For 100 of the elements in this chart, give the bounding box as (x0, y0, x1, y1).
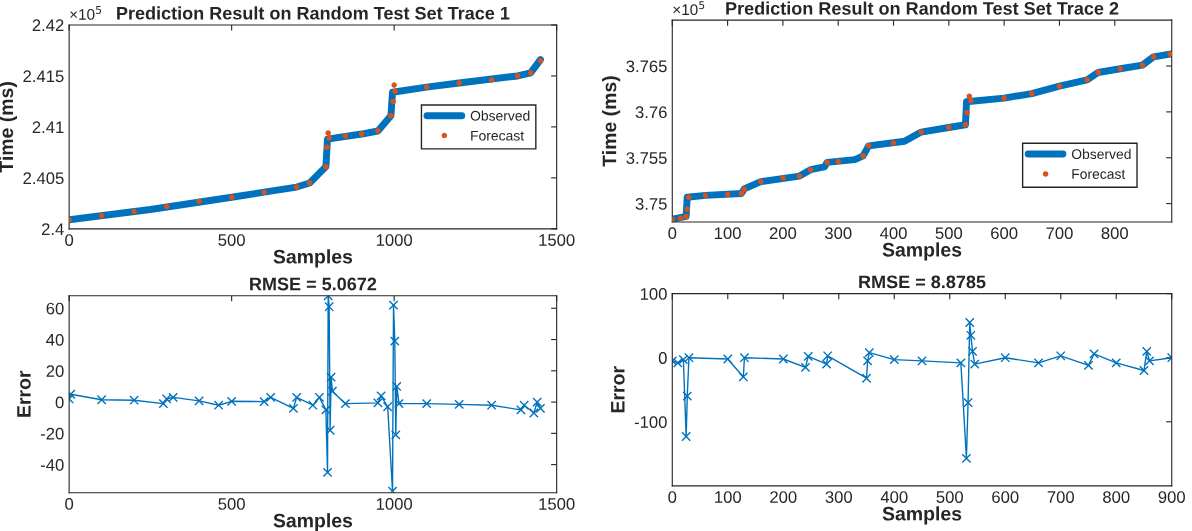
point (1000, 352, 1011, 363)
point (259, 396, 270, 407)
point (392, 88, 398, 95)
point (889, 354, 900, 365)
point (1117, 66, 1124, 72)
point (314, 392, 325, 403)
chart-title: Prediction Result on Random Test Set Trace 2 (726, 1, 1119, 15)
y-tick-label: 40 (46, 333, 64, 346)
point (486, 400, 497, 411)
legend-label: Observed (470, 110, 530, 121)
point (129, 395, 140, 406)
y-axis-title: Error (17, 370, 31, 417)
point (423, 84, 430, 90)
point (375, 128, 381, 134)
point (1150, 54, 1157, 60)
point (535, 403, 546, 414)
y-tick-label: 20 (46, 365, 64, 378)
point (835, 158, 841, 165)
point (388, 300, 399, 311)
point (323, 163, 329, 170)
point (681, 431, 692, 442)
legend-label: Forecast (471, 130, 524, 141)
point (213, 400, 224, 411)
point (890, 140, 897, 146)
point (964, 317, 975, 328)
y-tick-label: 2.41 (32, 121, 64, 133)
point (390, 430, 401, 440)
x-tick-label: 600 (992, 491, 1019, 503)
point (342, 133, 349, 139)
point (1056, 83, 1063, 89)
point (864, 347, 875, 358)
point (722, 354, 733, 364)
point (946, 124, 952, 131)
x-tick-label: 300 (824, 227, 852, 240)
point (822, 350, 833, 361)
point (373, 398, 383, 408)
point (391, 381, 402, 392)
x-tick-label: 100 (714, 227, 741, 240)
point (1111, 357, 1122, 368)
x-axis-title: Samples (882, 242, 962, 261)
point (800, 362, 811, 373)
point (96, 394, 107, 405)
point (702, 192, 709, 199)
point (519, 400, 530, 411)
point (321, 405, 331, 415)
point (683, 213, 689, 220)
x-tick-label: 800 (1103, 491, 1130, 503)
x-tick-label: 0 (65, 234, 74, 246)
x-tick-label: 200 (770, 491, 797, 503)
point (388, 112, 394, 119)
y-tick-label: -100 (634, 416, 667, 428)
y-tick-label: 0 (658, 352, 667, 364)
point (391, 82, 397, 88)
point (454, 399, 465, 410)
y-tick-label: 3.75 (635, 198, 667, 210)
point (226, 396, 237, 407)
point (965, 330, 976, 341)
point (682, 391, 693, 402)
point (376, 390, 387, 401)
point (265, 392, 276, 403)
point (340, 398, 351, 409)
x-tick-label: 500 (935, 227, 963, 240)
point (803, 351, 814, 362)
point (291, 392, 302, 403)
x-tick-label: 1500 (539, 498, 575, 510)
point (739, 352, 750, 363)
point (1033, 357, 1044, 368)
y-tick-label: 3.76 (635, 106, 667, 119)
y-tick-label: 2.42 (32, 19, 64, 31)
point (456, 80, 462, 86)
x-tick-label: 0 (668, 227, 677, 240)
x-axis-title: Samples (273, 513, 353, 531)
point (516, 405, 526, 415)
x-tick-label: 200 (769, 227, 797, 240)
x-tick-label: 800 (1101, 227, 1129, 240)
x-tick-label: 400 (880, 491, 908, 503)
point (326, 372, 336, 382)
point (1141, 346, 1152, 357)
x-tick-label: 700 (1046, 227, 1073, 240)
point (1144, 356, 1155, 366)
point (194, 395, 205, 406)
y-tick-label: 3.765 (626, 60, 667, 73)
x-tick-label: 0 (668, 491, 677, 503)
point (98, 212, 105, 219)
text: ×10$^{5}$ (673, 1, 705, 16)
x-tick-label: 700 (1047, 491, 1074, 503)
point (1083, 360, 1094, 371)
point (796, 173, 803, 179)
point (1139, 62, 1146, 68)
x-tick-label: 0 (65, 498, 74, 510)
y-tick-label: 60 (46, 302, 64, 315)
x-tick-label: 1000 (376, 234, 413, 246)
x-tick-label: 300 (825, 491, 853, 503)
y-tick-label: 2.405 (23, 172, 64, 185)
y-axis-title: Error (611, 366, 625, 413)
point (288, 403, 299, 414)
point (963, 397, 973, 408)
point (967, 346, 978, 357)
point (917, 356, 927, 366)
point (382, 401, 393, 412)
